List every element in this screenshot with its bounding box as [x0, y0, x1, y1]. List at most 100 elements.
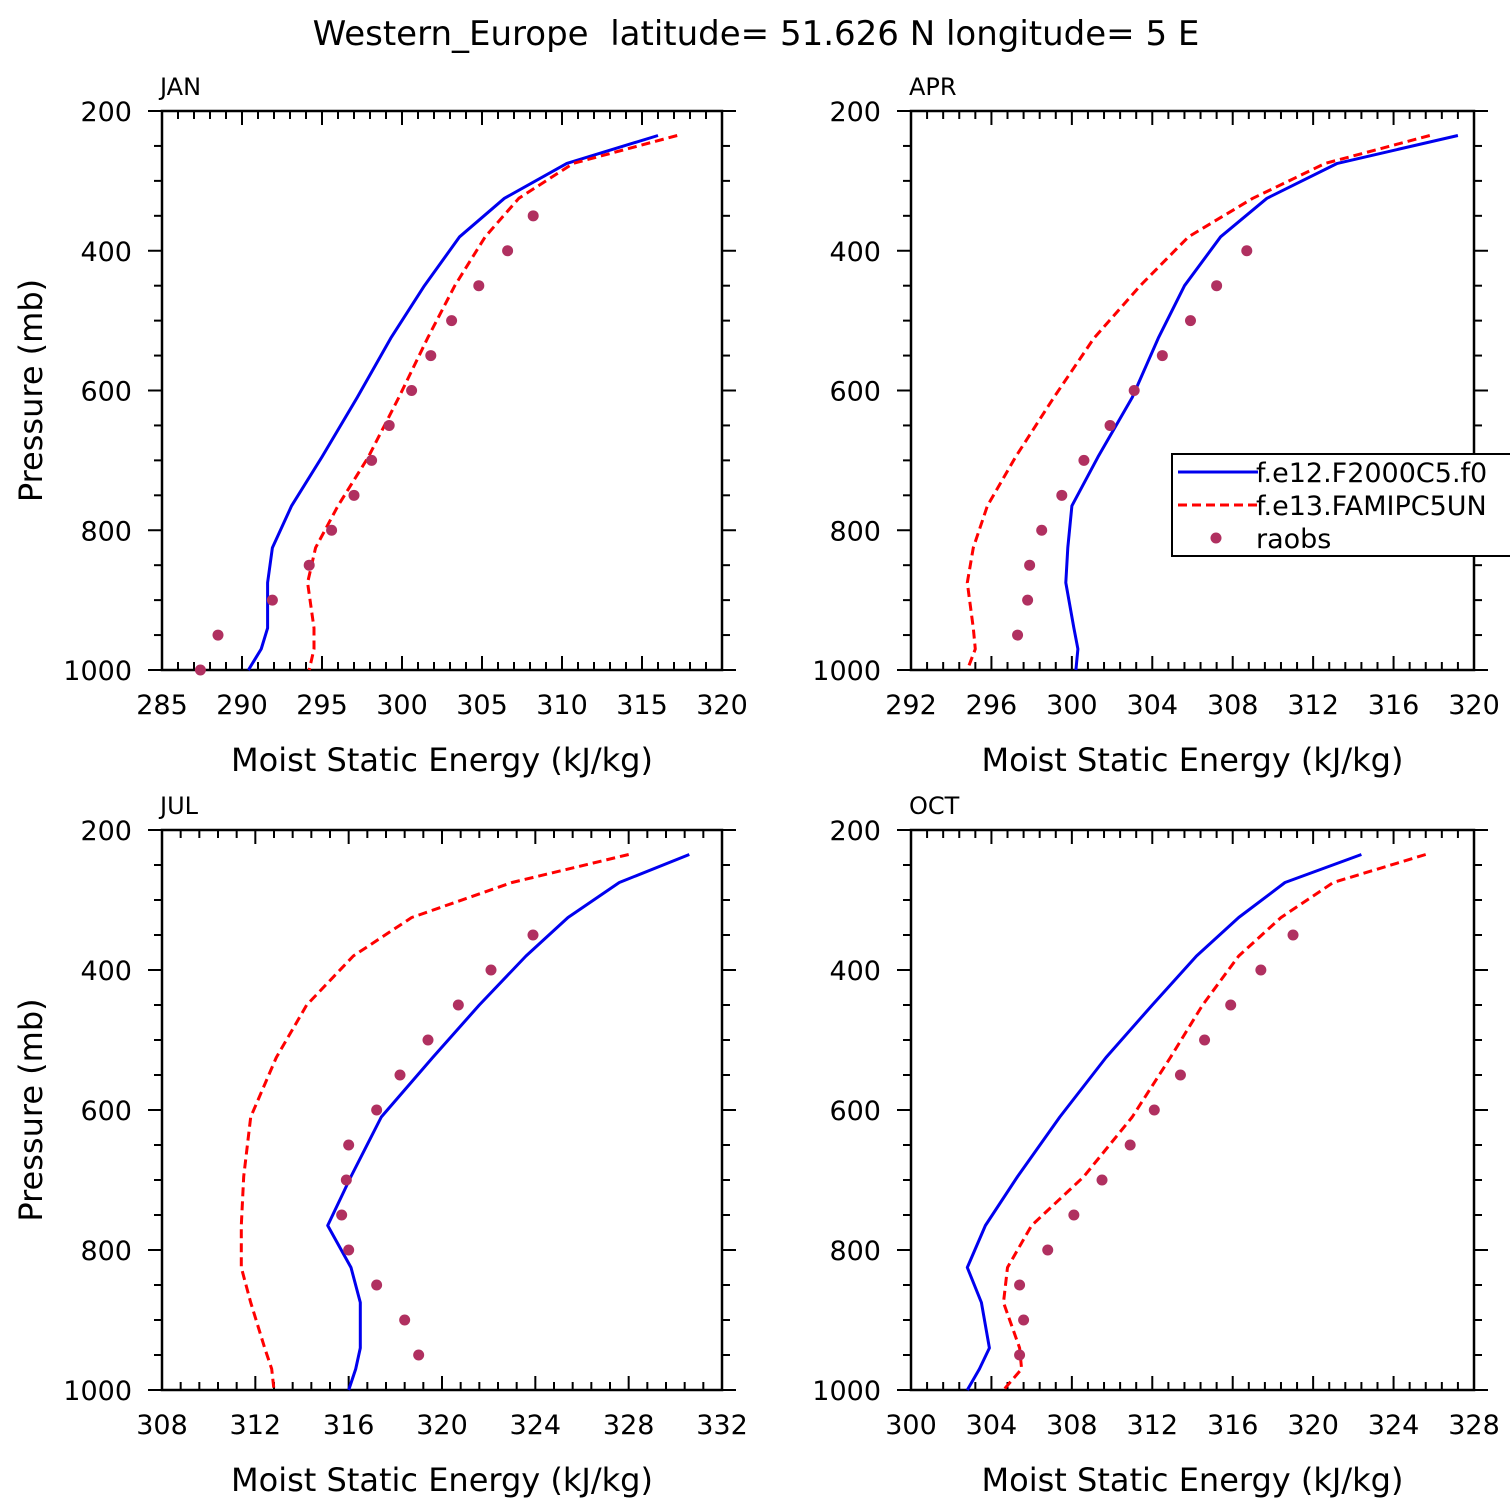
raobs-point [1042, 1244, 1054, 1256]
x-tick-label: 315 [616, 690, 668, 721]
raobs-point [340, 1174, 352, 1186]
raobs-point [1255, 964, 1267, 976]
panels-container: 285 290 295 300 305 310 315 320 200 400 600 800 1000… [12, 73, 1500, 1499]
raobs-point [1036, 524, 1048, 536]
series-line-f-e13 [239, 853, 630, 1391]
raobs-point [1096, 1174, 1108, 1186]
x-tick-label: 308 [136, 1410, 188, 1441]
plot-frame [160, 828, 724, 1392]
series-line-f-e12 [1064, 134, 1459, 671]
panel-title: OCT [909, 792, 960, 820]
raobs-point [1014, 1279, 1026, 1291]
x-tick-label: 296 [966, 690, 1018, 721]
panel-apr: 292 296 300 304 308 312 316 320 200 400 600 800 1000… [812, 73, 1499, 779]
raobs-point [399, 1314, 411, 1326]
raobs-point [266, 594, 278, 606]
raobs-point [446, 315, 458, 327]
x-tick-label: 300 [376, 690, 428, 721]
panel-title: JAN [158, 73, 201, 101]
raobs-point [1068, 1209, 1080, 1221]
raobs-point [406, 385, 418, 396]
figure-title: Western_Europe latitude= 51.626 N longit… [313, 14, 1200, 54]
x-axis-title: Moist Static Energy (kJ/kg) [982, 741, 1404, 779]
raobs-point [1241, 245, 1253, 257]
x-axis-title: Moist Static Energy (kJ/kg) [982, 1461, 1404, 1499]
raobs-point [1184, 315, 1196, 327]
raobs-point [194, 664, 206, 676]
raobs-point [1174, 1069, 1186, 1081]
raobs-point [422, 1034, 434, 1046]
raobs-point [425, 350, 437, 362]
legend-label: f.e12.F2000C5.f0 [1256, 458, 1487, 489]
plot-frame [909, 828, 1476, 1392]
y-tick-label: 400 [80, 956, 132, 987]
panel-title: APR [909, 73, 957, 101]
y-tick-label: 600 [80, 377, 132, 408]
x-tick-label: 324 [1368, 1410, 1420, 1441]
panel-oct: 300 304 308 312 316 320 324 328 200 400 600 800 1000… [812, 792, 1499, 1499]
x-tick-label: 308 [1046, 1410, 1098, 1441]
raobs-point [1018, 1314, 1030, 1326]
x-tick-label: 304 [1127, 690, 1179, 721]
y-tick-label: 800 [80, 516, 132, 547]
y-tick-label: 400 [829, 237, 881, 268]
series-line-f-e12 [965, 853, 1362, 1391]
x-tick-label: 305 [456, 690, 508, 721]
plot-frame [909, 109, 1476, 672]
raobs-point [1024, 559, 1036, 571]
x-tick-label: 316 [1207, 1410, 1259, 1441]
y-tick-label: 1000 [63, 1376, 132, 1407]
raobs-point [371, 1279, 383, 1291]
x-tick-label: 304 [966, 1410, 1018, 1441]
x-tick-label: 312 [230, 1410, 282, 1441]
y-tick-label: 200 [80, 816, 132, 847]
raobs-point [473, 280, 485, 292]
x-tick-label: 308 [1207, 690, 1259, 721]
raobs-point [1012, 629, 1024, 641]
panel-title: JUL [158, 792, 199, 820]
x-tick-label: 290 [216, 690, 268, 721]
x-tick-label: 320 [696, 690, 748, 721]
y-axis-title: Pressure (mb) [12, 279, 50, 502]
legend-label: f.e13.FAMIPC5UN [1256, 491, 1487, 522]
x-tick-label: 300 [885, 1410, 937, 1441]
raobs-point [1078, 454, 1090, 466]
x-tick-label: 295 [296, 690, 348, 721]
raobs-point [366, 454, 378, 466]
y-tick-label: 800 [80, 1236, 132, 1267]
raobs-point [383, 419, 395, 431]
y-tick-label: 800 [829, 516, 881, 547]
raobs-point [326, 524, 338, 536]
x-tick-label: 310 [536, 690, 588, 721]
x-tick-label: 332 [696, 1410, 748, 1441]
x-tick-label: 285 [136, 690, 188, 721]
raobs-point [1014, 1349, 1026, 1361]
raobs-point [371, 1104, 383, 1116]
y-tick-label: 400 [80, 237, 132, 268]
panel-jan: 285 290 295 300 305 310 315 320 200 400 600 800 1000… [12, 73, 748, 779]
raobs-point [1225, 999, 1237, 1011]
raobs-point [527, 929, 539, 941]
raobs-point [1022, 594, 1034, 606]
x-axis-title: Moist Static Energy (kJ/kg) [231, 741, 653, 779]
y-tick-label: 200 [80, 97, 132, 128]
panel-jul: 308 312 316 320 324 328 332 200 400 600 800 1000 JUL… [12, 792, 748, 1499]
raobs-point [1199, 1034, 1211, 1046]
raobs-point [502, 245, 514, 257]
series-line-f-e13 [965, 134, 1431, 671]
raobs-point [1211, 280, 1223, 292]
y-tick-label: 1000 [812, 1376, 881, 1407]
x-tick-label: 320 [1287, 1410, 1339, 1441]
y-tick-label: 600 [829, 1096, 881, 1127]
y-axis-title: Pressure (mb) [12, 998, 50, 1221]
series-line-f-e13 [1002, 853, 1427, 1391]
raobs-point [1128, 385, 1140, 396]
y-tick-label: 1000 [63, 656, 132, 687]
raobs-point [413, 1349, 425, 1361]
raobs-point [1148, 1104, 1160, 1116]
x-tick-label: 324 [510, 1410, 562, 1441]
x-tick-label: 316 [323, 1410, 375, 1441]
x-tick-label: 320 [1448, 690, 1500, 721]
y-tick-label: 600 [80, 1096, 132, 1127]
